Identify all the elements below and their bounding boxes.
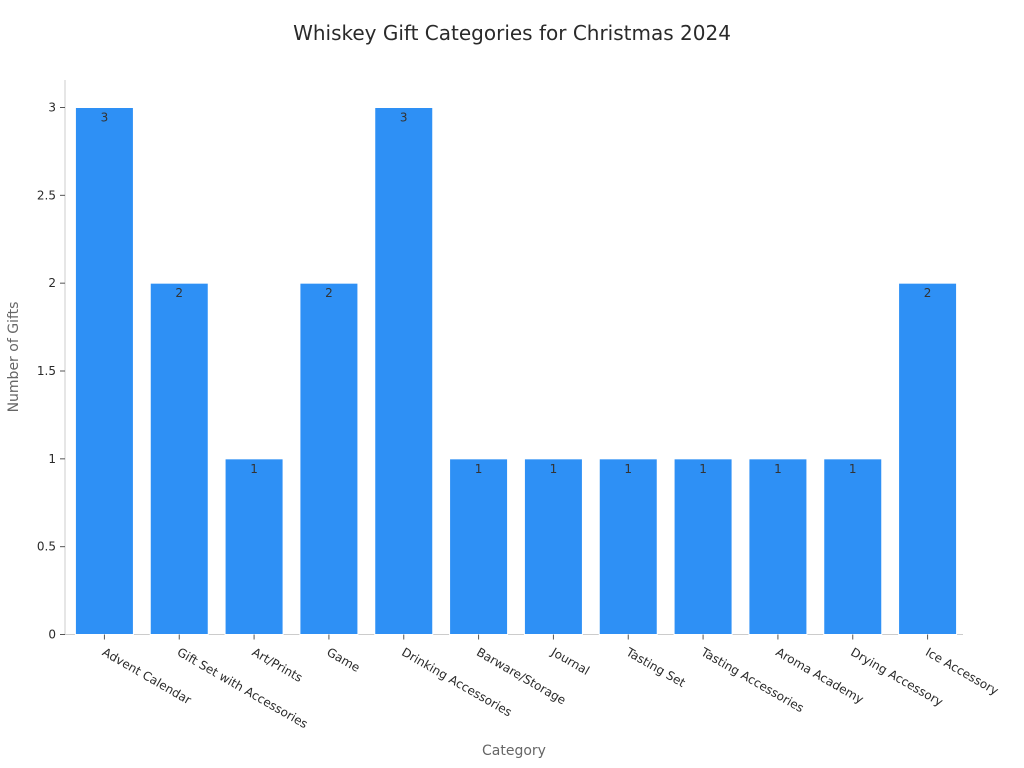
bar-value-label: 3: [101, 111, 109, 125]
bar: [523, 458, 583, 636]
bar: [673, 458, 733, 636]
bar-value-label: 1: [849, 462, 857, 476]
bar-value-label: 1: [624, 462, 632, 476]
bar-value-label: 2: [325, 286, 333, 300]
y-tick-label: 3: [48, 101, 56, 115]
bar: [598, 458, 658, 636]
bar-value-label: 3: [400, 111, 408, 125]
x-tick-label: Journal: [548, 644, 592, 677]
bar-value-label: 1: [699, 462, 707, 476]
x-axis-title: Category: [482, 743, 546, 759]
x-tick-label: Art/Prints: [250, 645, 305, 685]
bar-value-label: 1: [774, 462, 782, 476]
y-tick-label: 0.5: [37, 540, 56, 554]
x-tick-label: Gift Set with Accessories: [175, 645, 310, 731]
bar: [299, 282, 359, 635]
bar: [224, 458, 284, 636]
bar: [748, 458, 808, 636]
bar-value-label: 1: [250, 462, 258, 476]
y-tick-label: 2: [48, 276, 56, 290]
bar-value-label: 1: [475, 462, 483, 476]
bar: [823, 458, 883, 636]
y-tick-label: 1.5: [37, 364, 56, 378]
bar: [898, 282, 958, 635]
x-tick-label: Tasting Set: [623, 644, 688, 690]
y-tick-label: 1: [48, 452, 56, 466]
bar: [449, 458, 509, 636]
bar-value-label: 2: [924, 286, 932, 300]
y-axis-title: Number of Gifts: [6, 302, 22, 413]
y-tick-label: 0: [48, 628, 56, 642]
bar-value-label: 1: [550, 462, 558, 476]
chart-title: Whiskey Gift Categories for Christmas 20…: [293, 21, 731, 45]
bar: [74, 107, 134, 635]
y-tick-label: 2.5: [37, 188, 56, 202]
bar-value-label: 2: [175, 286, 183, 300]
bar: [374, 107, 434, 635]
bar: [149, 282, 209, 635]
x-tick-label: Game: [324, 645, 362, 675]
